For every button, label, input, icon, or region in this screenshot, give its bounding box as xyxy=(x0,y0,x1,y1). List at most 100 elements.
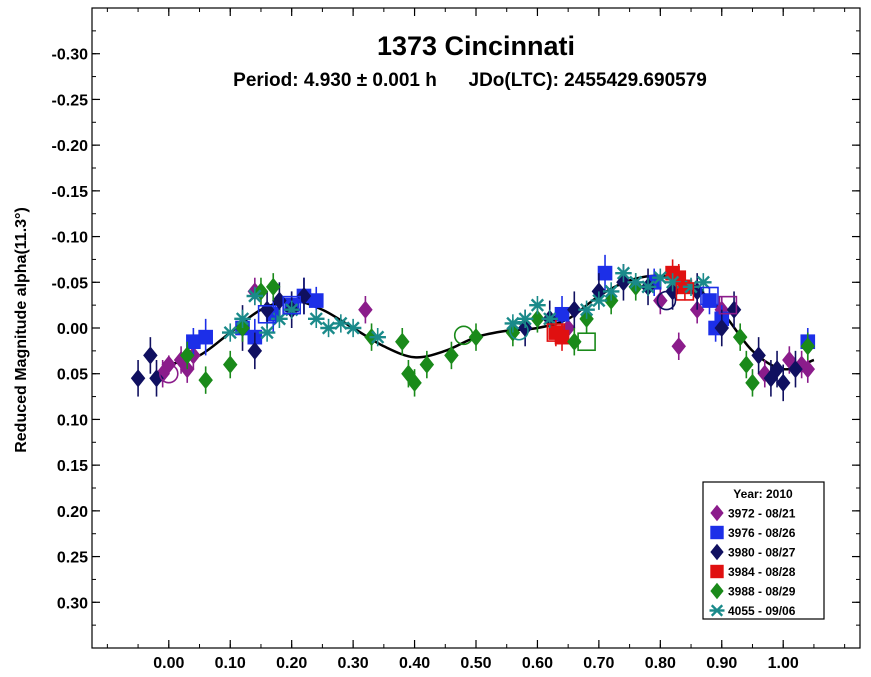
asterisk-stroke xyxy=(235,312,250,326)
data-point xyxy=(653,291,668,310)
asterisk-stroke xyxy=(334,316,348,331)
data-point xyxy=(745,373,760,392)
data-point xyxy=(578,303,595,317)
legend-marker xyxy=(710,504,724,522)
data-point xyxy=(590,293,608,308)
data-point xyxy=(130,369,146,388)
highlight-square xyxy=(675,282,695,301)
highlight-square xyxy=(257,304,277,324)
y-tick-label: 0.10 xyxy=(57,412,88,429)
data-point xyxy=(358,300,373,319)
highlight-square xyxy=(546,323,566,342)
data-points-layer xyxy=(130,254,816,402)
legend-entry: 3972 - 08/21 xyxy=(710,504,796,522)
highlight-square xyxy=(282,295,301,315)
data-point xyxy=(769,360,785,379)
data-point xyxy=(615,266,632,280)
data-point xyxy=(695,275,712,289)
data-point xyxy=(567,300,582,319)
asterisk-stroke xyxy=(653,271,667,285)
data-point xyxy=(627,275,644,289)
data-point xyxy=(179,346,195,365)
data-point xyxy=(602,284,620,299)
data-point xyxy=(639,280,657,294)
legend-label: 3980 - 08/27 xyxy=(728,546,796,560)
data-point xyxy=(246,289,264,303)
x-tick-label: 0.10 xyxy=(215,655,246,672)
legend-marker xyxy=(710,582,724,600)
y-axis-label: Reduced Magnitude alpha(11.3°) xyxy=(13,207,30,453)
y-tick-label: 0.05 xyxy=(57,367,88,384)
legend: Year: 2010 3972 - 08/21 3976 - 08/26 3980 … xyxy=(702,481,825,620)
highlight-circle xyxy=(656,290,677,311)
highlight-square xyxy=(577,332,596,352)
data-point xyxy=(739,355,754,374)
data-point xyxy=(308,312,325,326)
legend-entry: 3976 - 08/26 xyxy=(710,525,796,540)
data-point xyxy=(247,341,263,360)
x-tick-label: 0.00 xyxy=(153,655,184,672)
data-point xyxy=(714,318,730,338)
asterisk-stroke xyxy=(604,284,618,299)
asterisk-stroke xyxy=(665,275,680,289)
data-point xyxy=(444,346,459,365)
data-point xyxy=(332,316,350,331)
asterisk-stroke xyxy=(710,604,724,617)
data-point xyxy=(597,265,613,281)
x-tick-label: 0.60 xyxy=(522,655,553,672)
highlight-markers-layer xyxy=(159,282,738,384)
highlight-square xyxy=(700,286,719,306)
data-point xyxy=(198,371,213,390)
data-point xyxy=(143,346,158,365)
chart-title: 1373 Cincinnati xyxy=(377,31,575,61)
x-tick-label: 0.80 xyxy=(645,655,676,672)
asterisk-stroke xyxy=(641,280,655,294)
legend-label: 4055 - 09/06 xyxy=(728,604,796,618)
x-tick-label: 0.40 xyxy=(399,655,430,672)
x-tick-label: 0.30 xyxy=(338,655,369,672)
series-3984 xyxy=(548,259,693,351)
data-point xyxy=(530,309,545,328)
y-tick-label: 0.25 xyxy=(57,550,88,567)
legend-entries: 3972 - 08/21 3976 - 08/26 3980 - 08/27 3984… xyxy=(709,504,796,618)
data-point xyxy=(222,355,238,374)
data-point xyxy=(186,334,201,350)
data-point xyxy=(800,337,816,356)
legend-entry: 3984 - 08/28 xyxy=(710,564,796,579)
legend-entry: 4055 - 09/06 xyxy=(709,604,796,618)
data-point xyxy=(671,337,686,356)
x-tick-label: 1.00 xyxy=(768,655,799,672)
y-tick-label: -0.30 xyxy=(52,47,89,64)
data-point xyxy=(369,330,386,344)
asterisk-stroke xyxy=(260,325,274,340)
data-point xyxy=(308,293,324,308)
legend-entry: 3988 - 08/29 xyxy=(710,582,796,600)
y-tick-label: -0.15 xyxy=(52,184,89,201)
asterisk-stroke xyxy=(223,325,237,340)
data-point xyxy=(320,321,337,335)
highlight-circle xyxy=(453,325,474,346)
legend-label: 3976 - 08/26 xyxy=(728,526,796,540)
x-tick-label: 0.20 xyxy=(276,655,307,672)
legend-label: 3984 - 08/28 xyxy=(728,565,796,579)
data-point xyxy=(344,321,362,335)
asterisk-stroke xyxy=(592,293,606,308)
legend-title: Year: 2010 xyxy=(733,487,793,501)
y-tick-label: 0.20 xyxy=(57,504,88,521)
chart-subtitle: Period: 4.930 ± 0.001 h JDo(LTC): 245542… xyxy=(233,70,707,91)
asterisk-stroke xyxy=(248,289,262,303)
asterisk-stroke xyxy=(530,298,545,312)
x-tick-label: 0.50 xyxy=(460,655,491,672)
y-tick-label: 0.30 xyxy=(57,595,88,612)
data-point xyxy=(541,312,558,326)
data-point xyxy=(234,312,251,326)
data-point xyxy=(775,373,791,392)
data-point xyxy=(652,271,669,285)
data-point xyxy=(788,360,803,379)
x-tick-label: 0.90 xyxy=(706,655,737,672)
asterisk-stroke xyxy=(371,330,385,344)
data-point xyxy=(258,325,276,340)
legend-marker xyxy=(710,564,724,579)
data-point xyxy=(732,328,748,347)
y-tick-label: -0.10 xyxy=(52,230,89,247)
